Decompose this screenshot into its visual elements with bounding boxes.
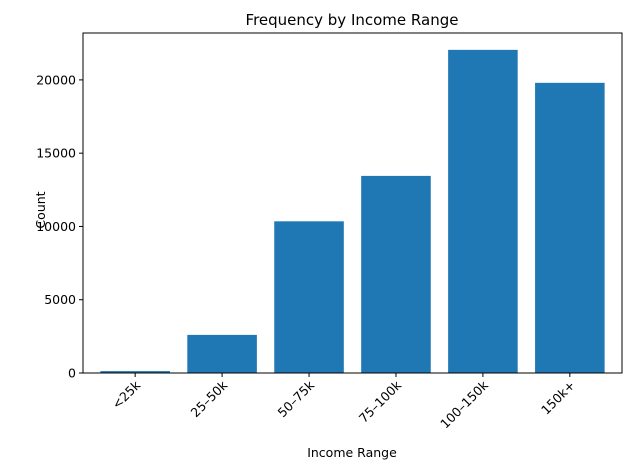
bar-3 [361, 175, 431, 373]
x-tick-label-1: 25–50k [188, 377, 231, 420]
y-tick-label-2: 10000 [36, 219, 76, 234]
y-axis-ticks: 0 5000 10000 15000 20000 [36, 72, 83, 381]
x-axis-label: Income Range [307, 445, 397, 460]
y-tick-label-1: 5000 [44, 292, 76, 307]
plot-frame [82, 32, 623, 374]
chart-title: Frequency by Income Range [246, 11, 459, 29]
y-tick-label-3: 15000 [36, 146, 76, 161]
x-tick-label-5: 150k+ [538, 378, 578, 418]
bars-group [100, 49, 605, 374]
bar-0 [100, 371, 170, 373]
y-tick-label-4: 20000 [36, 72, 76, 87]
x-tick-label-3: 75–100k [356, 377, 405, 426]
bar-4 [448, 49, 518, 373]
x-axis-ticks: <25k 25–50k 50–75k 75–100k 100–150k 150k+ [109, 373, 578, 431]
y-axis-label: Count [33, 191, 48, 228]
x-tick-label-2: 50–75k [275, 377, 318, 420]
x-tick-label-4: 100–150k [437, 377, 491, 431]
bar-5 [535, 82, 605, 374]
bar-1 [187, 334, 257, 373]
x-tick-label-0: <25k [109, 377, 144, 412]
bar-2 [274, 221, 344, 373]
y-tick-label-0: 0 [68, 366, 76, 381]
